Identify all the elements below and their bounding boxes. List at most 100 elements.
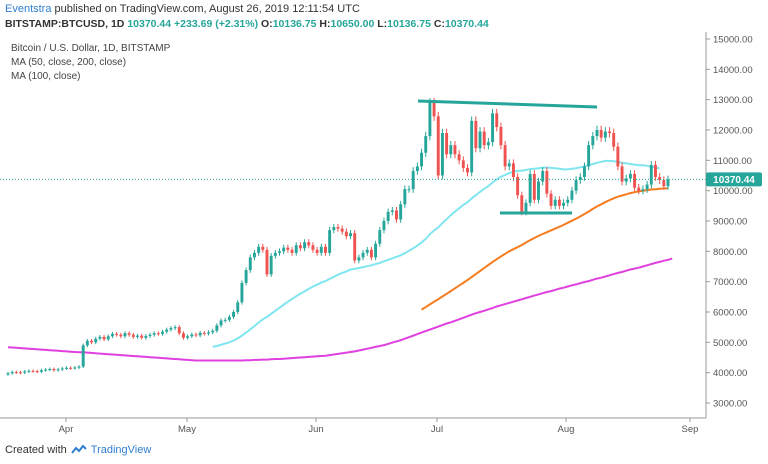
price-tick-label: 5000.00	[713, 338, 747, 349]
candle-body	[374, 243, 378, 258]
candle-body	[328, 230, 332, 253]
candle-body	[173, 327, 177, 329]
candle-body	[645, 184, 649, 190]
candle-body	[524, 202, 528, 212]
price-tick-label: 6000.00	[713, 308, 747, 319]
candle-body	[56, 369, 60, 371]
candle-body	[353, 233, 357, 261]
price-tick-label: 3000.00	[713, 399, 747, 410]
candle-body	[365, 249, 369, 253]
candle-body	[303, 242, 307, 249]
candle-body	[177, 327, 181, 334]
candle-body	[390, 210, 394, 212]
candle-body	[44, 369, 48, 371]
candle-body	[119, 334, 123, 337]
candle-body	[186, 336, 190, 338]
candle-body	[415, 166, 419, 171]
price-tick-label: 8000.00	[713, 247, 747, 258]
candle-body	[436, 116, 440, 176]
candle-body	[69, 367, 73, 369]
time-tick-label: Jun	[308, 424, 323, 435]
candle-body	[491, 113, 495, 143]
candle-body	[65, 367, 68, 369]
candle-body	[428, 102, 432, 137]
moving-averages	[7, 159, 673, 362]
time-axis: Apr May Jun Jul Aug Sep	[59, 418, 698, 435]
candle-body	[528, 173, 532, 203]
candle-body	[156, 333, 160, 335]
candle-body	[482, 131, 486, 146]
ohlc-line: BITSTAMP:BTCUSD, 1D 10370.44 +233.69 (+2…	[5, 18, 489, 30]
upper-trendline[interactable]	[417, 99, 598, 109]
candle-body	[77, 366, 81, 368]
candle-body	[378, 230, 382, 244]
last-price-tag	[706, 172, 762, 187]
candle-body	[269, 255, 273, 275]
candle-body	[395, 210, 398, 220]
price-tick-label: 13000.00	[713, 95, 753, 106]
candle-body	[407, 189, 411, 191]
candle-body	[340, 228, 344, 232]
candle-body	[382, 221, 386, 231]
candle-body	[198, 332, 202, 336]
ma-100-line	[420, 187, 669, 311]
candle-body	[136, 335, 139, 337]
candle-body	[169, 328, 173, 330]
legend-title: Bitcoin / U.S. Dollar, 1D, BITSTAMP	[11, 43, 171, 54]
candle-body	[532, 173, 536, 200]
plot-area	[0, 32, 706, 416]
candle-body	[207, 332, 210, 334]
candle-body	[244, 270, 248, 283]
candle-body	[315, 249, 319, 253]
candle-body	[219, 320, 223, 326]
candle-body	[399, 204, 403, 220]
published-text: published on TradingView.com, August 26,…	[54, 3, 360, 15]
candle-body	[603, 131, 607, 138]
candle-body	[499, 126, 503, 146]
tradingview-logo-icon	[70, 444, 87, 454]
candle-body	[666, 179, 670, 187]
time-tick-label: Jul	[431, 424, 443, 435]
candles	[6, 98, 670, 376]
candle-body	[595, 130, 599, 137]
candle-body	[516, 177, 520, 196]
close-label: C:	[433, 18, 445, 30]
footer: Created with TradingView	[5, 444, 151, 456]
candle-body	[537, 181, 540, 200]
candle-body	[273, 252, 277, 256]
candle-body	[140, 335, 144, 338]
candle-body	[344, 231, 348, 237]
candle-body	[52, 369, 56, 371]
candle-body	[637, 187, 641, 191]
candle-body	[227, 316, 231, 320]
candle-body	[624, 178, 628, 182]
candle-body	[541, 170, 545, 182]
candle-body	[81, 345, 85, 367]
candle-body	[232, 312, 236, 317]
candle-body	[282, 247, 286, 252]
candle-body	[311, 245, 315, 250]
candle-body	[240, 282, 244, 303]
created-with-text: Created with	[5, 444, 67, 456]
candle-body	[98, 336, 102, 339]
candle-body	[424, 136, 428, 153]
candle-body	[110, 333, 114, 337]
candle-body	[486, 142, 490, 146]
candle-body	[658, 177, 662, 181]
candle-body	[403, 189, 407, 205]
candle-body	[14, 372, 18, 374]
candle-body	[566, 199, 570, 203]
candle-body	[507, 163, 511, 167]
candle-body	[148, 334, 152, 336]
candle-body	[19, 372, 22, 374]
candle-body	[474, 120, 478, 149]
candle-body	[357, 257, 361, 261]
candle-body	[369, 249, 373, 258]
candle-body	[562, 202, 566, 206]
candle-body	[386, 211, 390, 221]
tradingview-brand[interactable]: TradingView	[90, 444, 152, 456]
author-link[interactable]: Eventstra	[5, 3, 52, 15]
trendlines	[417, 99, 598, 215]
price-axis: 15000.00 14000.00 13000.00 12000.00 11000.00…	[706, 35, 753, 410]
